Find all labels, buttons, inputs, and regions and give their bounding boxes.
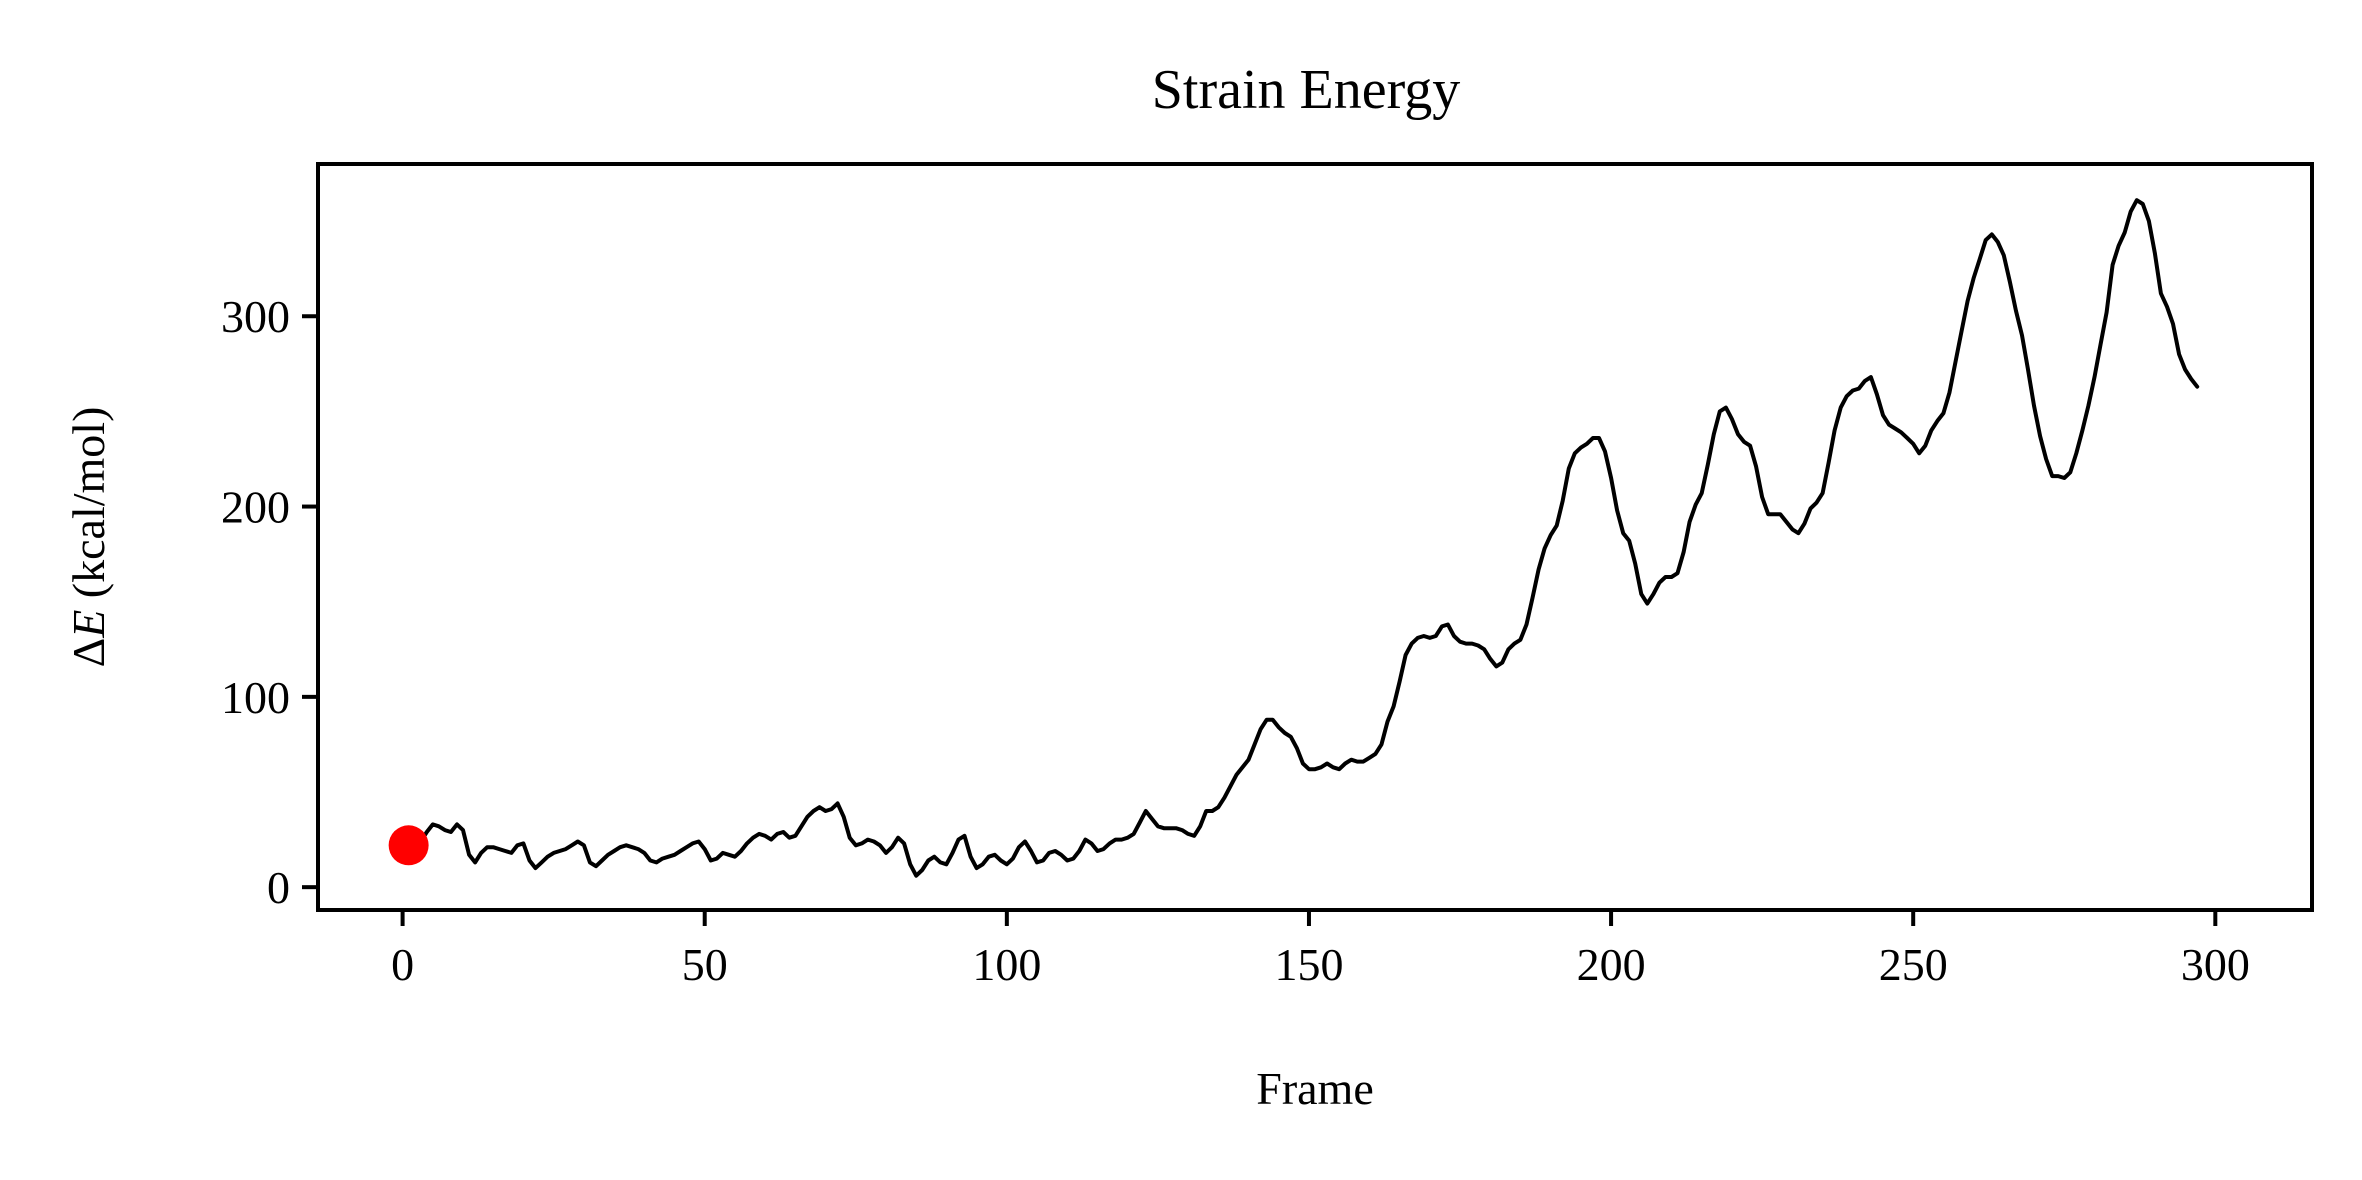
y-axis-label: ΔE (kcal/mol) <box>63 407 114 668</box>
y-axis-label-delta: Δ <box>63 638 114 668</box>
chart-title: Strain Energy <box>1152 59 1460 121</box>
x-axis-label: Frame <box>1256 1063 1374 1114</box>
x-tick-label: 150 <box>1274 939 1343 990</box>
x-tick-label: 250 <box>1879 939 1948 990</box>
y-tick-label: 0 <box>267 862 290 913</box>
x-tick-label: 300 <box>2181 939 2250 990</box>
x-tick-label: 50 <box>682 939 728 990</box>
y-tick-label: 300 <box>221 291 290 342</box>
strain-energy-line <box>406 198 2200 878</box>
y-axis-label-unit: (kcal/mol) <box>63 407 114 610</box>
y-axis-ticks: 0 100 200 300 <box>221 291 318 913</box>
y-tick-label: 100 <box>221 672 290 723</box>
x-axis-ticks: 0 50 100 150 200 250 300 <box>391 910 2250 990</box>
plot-area-frame <box>316 162 2314 912</box>
x-tick-label: 200 <box>1577 939 1646 990</box>
y-axis-label-symbol: E <box>63 610 114 639</box>
y-tick-label: 200 <box>221 482 290 533</box>
x-tick-label: 100 <box>972 939 1041 990</box>
x-tick-label: 0 <box>391 939 414 990</box>
start-point-marker <box>388 825 429 866</box>
